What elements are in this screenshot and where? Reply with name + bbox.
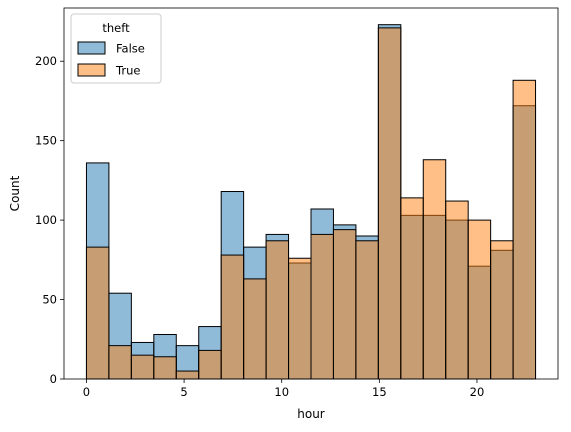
bar-true-15	[422, 159, 447, 380]
bar-true-6	[220, 254, 245, 380]
y-axis-label: Count	[8, 175, 22, 211]
legend-label-true: True	[115, 64, 140, 78]
x-tick-label: 5	[180, 385, 187, 399]
y-tick-label: 100	[35, 213, 57, 227]
bar-true-0	[85, 246, 110, 380]
series-true-bars	[85, 27, 537, 380]
bar-true-4	[175, 370, 200, 380]
y-tick-label: 50	[42, 293, 57, 307]
y-tick-label: 200	[35, 54, 57, 68]
bar-true-14	[400, 197, 424, 380]
bar-true-7	[243, 278, 267, 380]
bar-true-5	[198, 349, 222, 380]
legend: theft False True	[70, 13, 162, 84]
bar-true-1	[108, 345, 132, 380]
bar-true-13	[377, 27, 402, 380]
x-tick-label: 20	[470, 385, 485, 399]
bar-true-3	[153, 356, 177, 380]
y-tick-label: 150	[35, 134, 57, 148]
x-tick-label: 0	[83, 385, 90, 399]
x-axis-label: hour	[297, 407, 325, 421]
bar-true-17	[467, 219, 492, 380]
plot-frame	[63, 7, 559, 380]
x-tick-label: 15	[372, 385, 387, 399]
bar-true-2	[130, 354, 155, 380]
bar-true-18	[490, 240, 514, 380]
bar-true-8	[265, 240, 290, 380]
bar-true-9	[288, 257, 312, 380]
legend-swatch-true	[77, 63, 106, 77]
bar-true-19	[512, 79, 537, 380]
legend-swatch-false	[77, 41, 106, 55]
y-tick-label: 0	[50, 372, 57, 386]
legend-label-false: False	[116, 42, 145, 56]
bar-true-16	[445, 200, 469, 380]
x-tick-label: 10	[274, 385, 289, 399]
bar-true-12	[355, 240, 379, 380]
bar-true-10	[310, 233, 334, 380]
bar-true-11	[332, 229, 357, 380]
legend-title: theft	[102, 21, 130, 35]
